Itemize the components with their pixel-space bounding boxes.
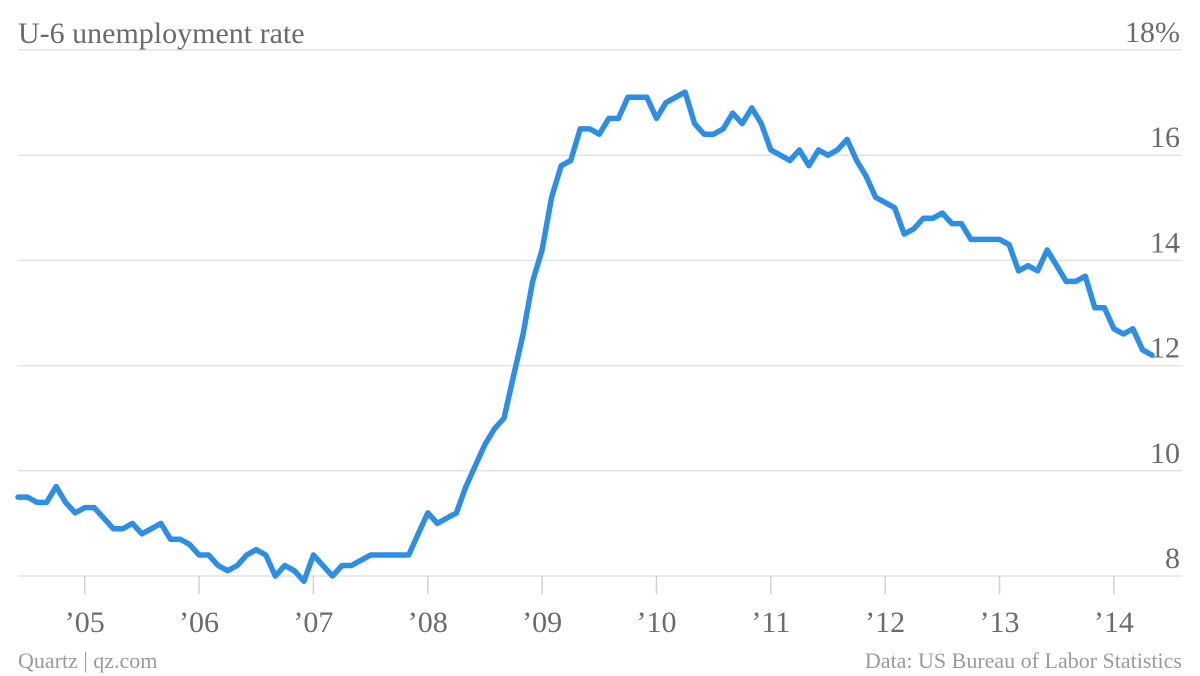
x-tick-label: ’05: [65, 606, 105, 639]
y-tick-label: 18%: [1125, 16, 1180, 49]
series-line-u6-rate: [15, 89, 1155, 585]
y-tick-label: 12: [1150, 332, 1180, 365]
x-tick-label: ’10: [636, 606, 676, 639]
y-tick-label: 10: [1150, 437, 1180, 470]
x-tick-label: ’14: [1094, 606, 1134, 639]
x-tick-label: ’06: [179, 606, 219, 639]
credit-text: Quartz | qz.com: [18, 648, 157, 673]
plot-area: [15, 89, 1155, 585]
y-tick-label: 8: [1165, 542, 1180, 575]
x-tick-label: ’08: [408, 606, 448, 639]
gridlines: [18, 49, 1182, 577]
y-tick-label: 16: [1150, 121, 1180, 154]
chart-title: U-6 unemployment rate: [18, 17, 305, 50]
x-axis-labels: ’05 ’06 ’07 ’08 ’09 ’10 ’11 ’12 ’13 ’14: [65, 606, 1134, 639]
x-tick-label: ’11: [751, 606, 790, 639]
x-tick-label: ’12: [865, 606, 905, 639]
x-axis-ticks: [83, 576, 1115, 594]
x-tick-label: ’13: [980, 606, 1020, 639]
x-tick-label: ’07: [293, 606, 333, 639]
x-tick-label: ’09: [522, 606, 562, 639]
y-tick-label: 14: [1150, 226, 1180, 259]
source-text: Data: US Bureau of Labor Statistics: [865, 648, 1182, 673]
y-axis-labels: 8 10 12 14 16 18%: [1125, 16, 1180, 575]
